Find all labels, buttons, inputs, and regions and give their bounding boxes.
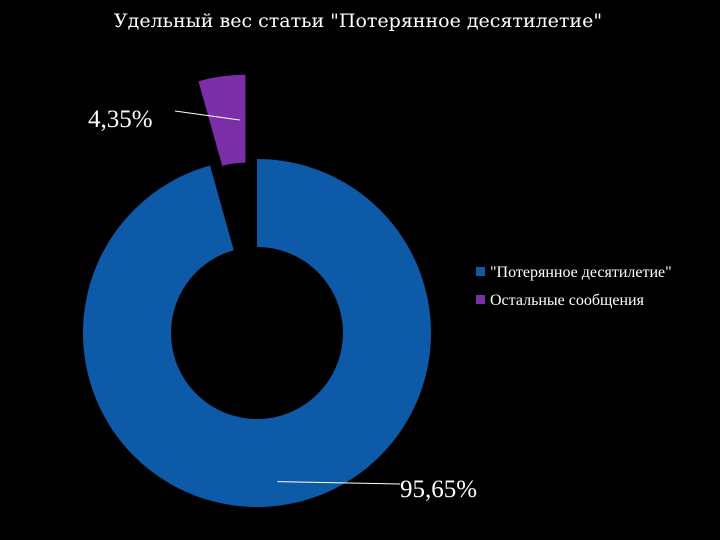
leader-line-other	[174, 110, 240, 121]
legend: "Потерянное десятилетие" Остальные сообще…	[476, 264, 672, 309]
legend-label-2: Остальные сообщения	[490, 292, 645, 309]
leader-line-lost-decade	[277, 481, 401, 485]
donut-slices	[82, 74, 432, 507]
data-labels: 4,35% 95,65%	[88, 106, 477, 503]
legend-label-1: "Потерянное десятилетие"	[490, 264, 672, 281]
slice-other-messages	[198, 74, 246, 166]
chart-title: Удельный вес статьи "Потерянное десятиле…	[114, 10, 602, 32]
data-label-lost-decade: 95,65%	[400, 476, 477, 503]
slice-lost-decade	[82, 159, 432, 507]
legend-swatch-1	[476, 267, 485, 276]
data-label-other: 4,35%	[88, 106, 153, 133]
legend-swatch-2	[476, 295, 485, 304]
